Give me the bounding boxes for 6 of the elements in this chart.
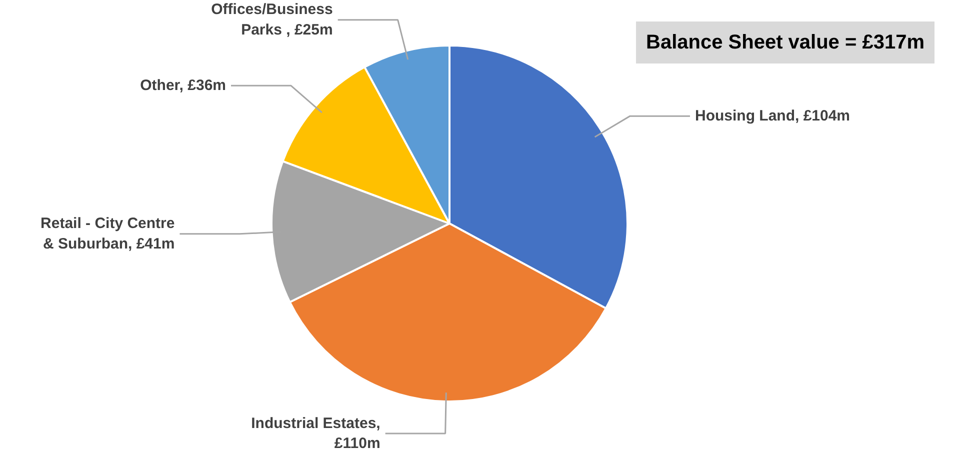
slice-label: Industrial Estates, £110m xyxy=(251,414,380,452)
text: Balance Sheet value = £317m xyxy=(646,32,925,54)
slice-label: Retail - City Centre & Suburban, £41m xyxy=(40,215,175,253)
slice-label: Offices/Business Parks , £25m xyxy=(211,1,333,39)
slice-label: Housing Land, £104m xyxy=(694,108,850,125)
slice-label: Other, £36m xyxy=(140,77,226,94)
